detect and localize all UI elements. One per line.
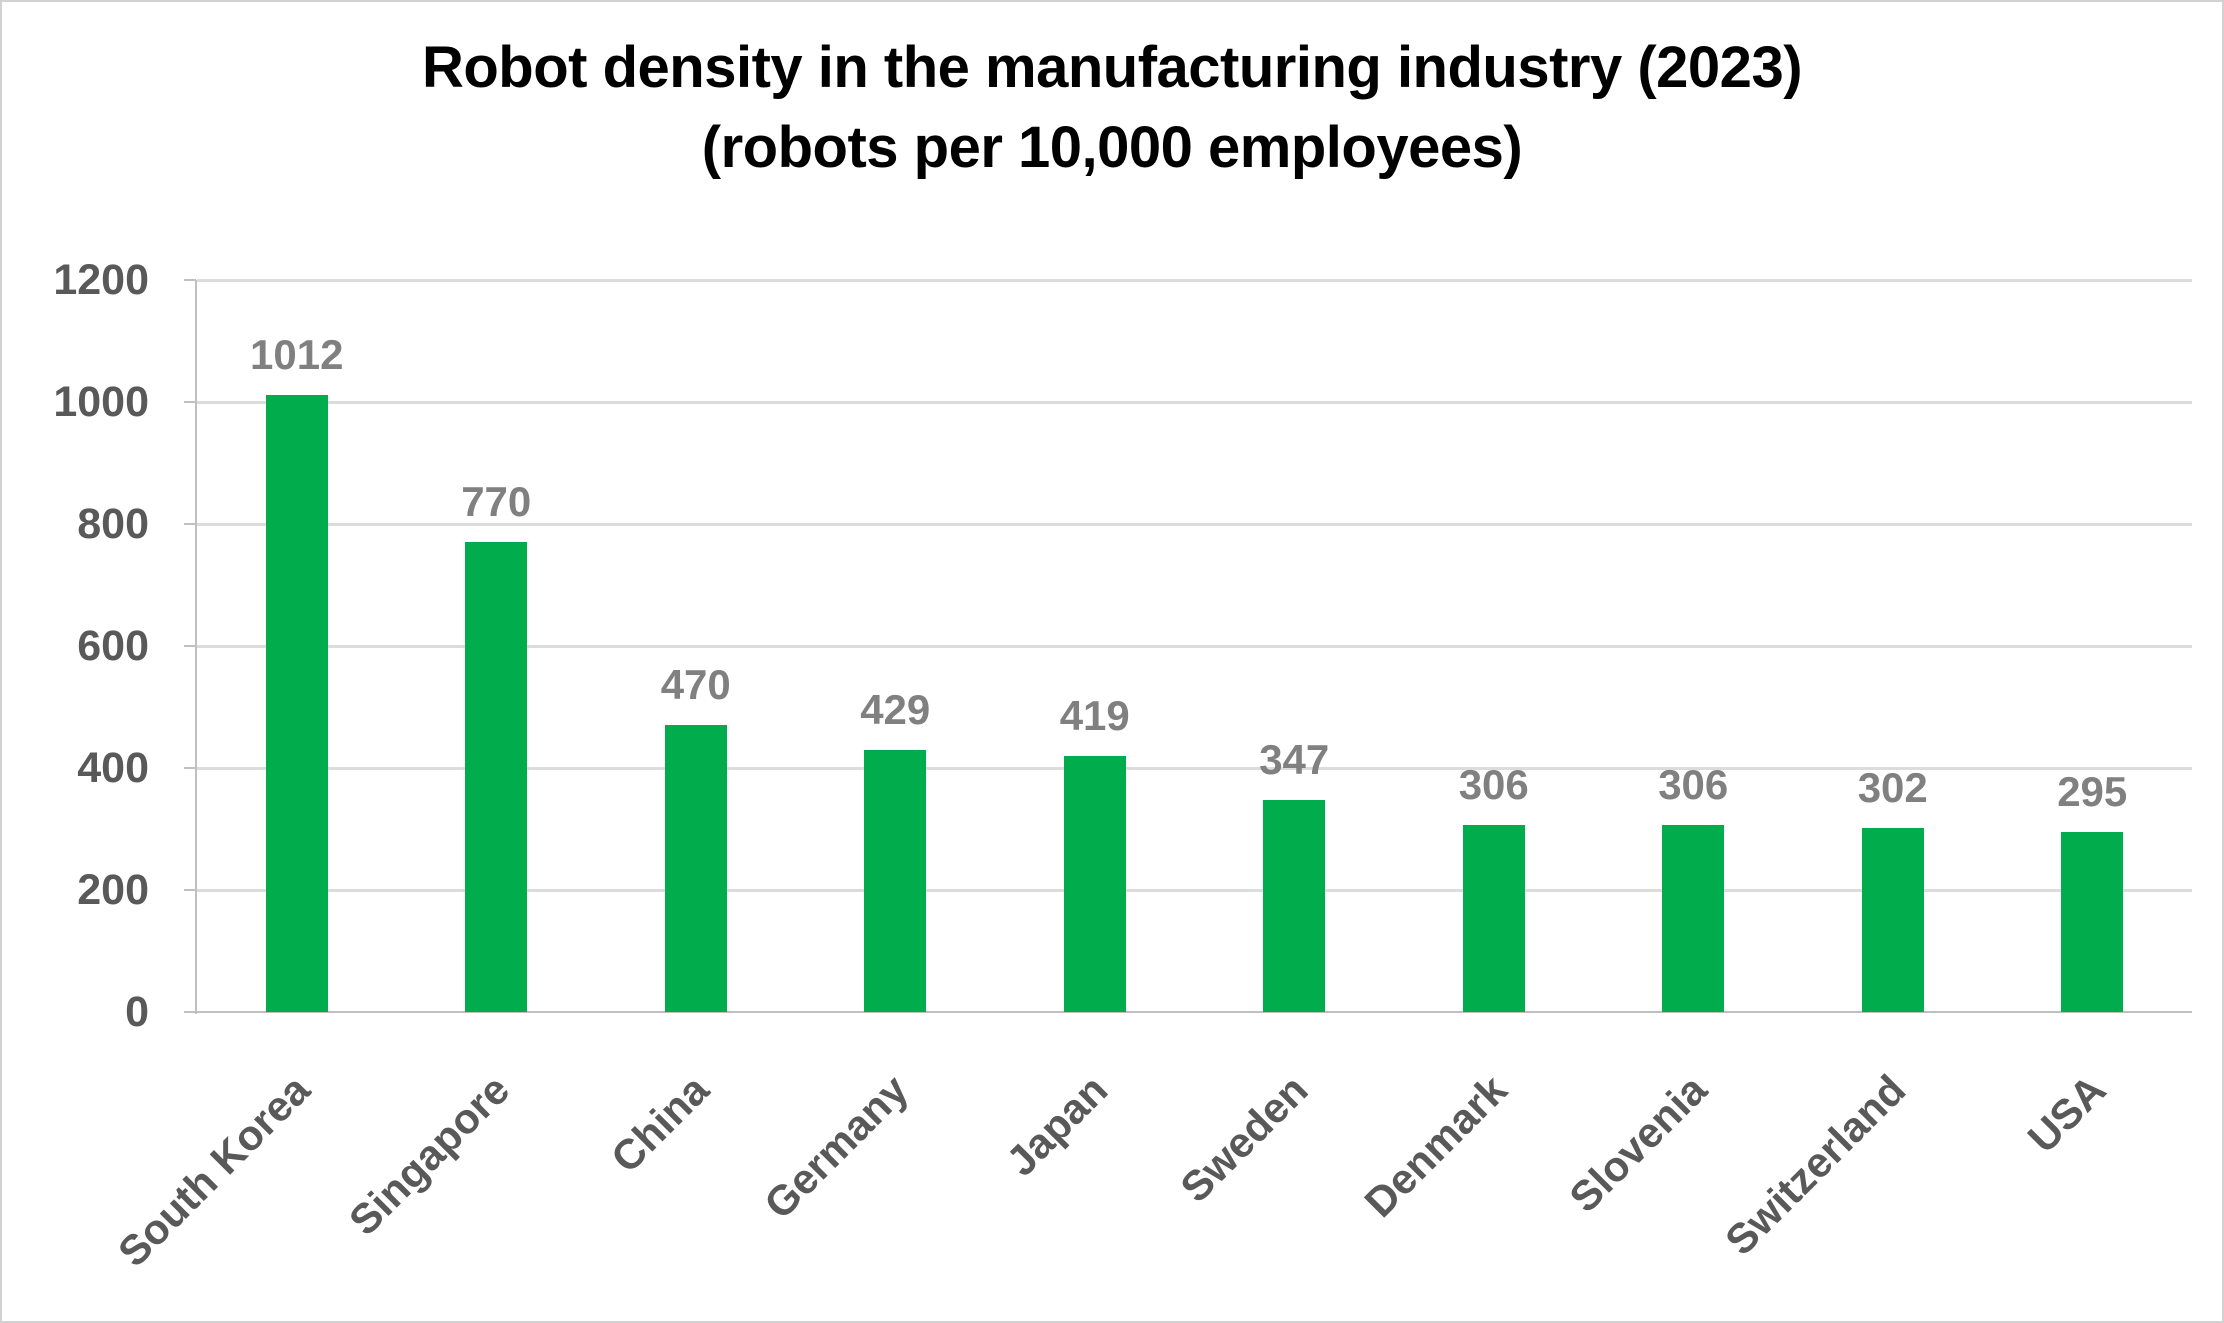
y-axis-tick-mark — [184, 279, 196, 281]
bar — [1662, 825, 1725, 1012]
bar-value-label: 470 — [660, 661, 731, 709]
gridline — [197, 279, 2192, 282]
y-axis-line — [195, 280, 197, 1014]
y-axis-tick-label: 1000 — [53, 378, 149, 426]
y-axis-tick-label: 600 — [77, 622, 149, 670]
x-axis-category-label: Japan — [997, 1065, 1117, 1185]
y-axis-tick-label: 0 — [125, 988, 149, 1036]
gridline — [197, 401, 2192, 404]
y-axis-tick-mark — [184, 1011, 196, 1013]
x-axis-category-label: Singapore — [339, 1065, 519, 1245]
bar — [1462, 825, 1525, 1012]
bar-value-label: 1012 — [250, 330, 344, 378]
gridline — [197, 523, 2192, 526]
x-axis-category-label: South Korea — [108, 1065, 319, 1276]
bar-value-label: 347 — [1259, 736, 1330, 784]
bar-value-label: 295 — [2057, 768, 2128, 816]
chart-title-line2: (robots per 10,000 employees) — [701, 115, 1523, 180]
bar — [265, 394, 328, 1012]
x-axis-category-label: USA — [2018, 1065, 2115, 1162]
y-axis-tick-label: 800 — [77, 500, 149, 548]
x-axis-line — [197, 1011, 2192, 1013]
bar-value-label: 419 — [1059, 692, 1130, 740]
bar-value-label: 306 — [1458, 761, 1529, 809]
y-axis-tick-label: 1200 — [53, 256, 149, 304]
bar — [2061, 832, 2124, 1012]
y-axis-tick-mark — [184, 645, 196, 647]
bar — [1263, 800, 1326, 1012]
y-axis-tick-label: 200 — [77, 866, 149, 914]
x-axis-category-label: Germany — [755, 1065, 918, 1228]
y-axis-tick-label: 400 — [77, 744, 149, 792]
chart-title-line1: Robot density in the manufacturing indus… — [421, 35, 1803, 100]
x-axis-category-label: China — [601, 1065, 718, 1182]
bar — [465, 542, 528, 1012]
y-axis-tick-mark — [184, 767, 196, 769]
y-axis-tick-mark — [184, 889, 196, 891]
x-axis-category-label: Denmark — [1355, 1065, 1516, 1227]
bar-value-label: 770 — [461, 478, 532, 526]
gridline — [197, 889, 2192, 892]
chart-title: Robot density in the manufacturing indus… — [2, 28, 2222, 188]
x-axis-category-label: Slovenia — [1559, 1065, 1716, 1222]
y-axis-tick-mark — [184, 401, 196, 403]
gridline — [197, 645, 2192, 648]
gridline — [197, 767, 2192, 770]
bar — [1861, 827, 1924, 1012]
bar — [1063, 756, 1126, 1012]
y-axis-tick-mark — [184, 523, 196, 525]
bar-value-label: 306 — [1658, 761, 1729, 809]
bar — [864, 750, 927, 1012]
bar-value-label: 429 — [860, 686, 931, 734]
bar — [664, 725, 727, 1012]
bar-value-label: 302 — [1857, 763, 1928, 811]
x-axis-category-label: Switzerland — [1716, 1065, 1915, 1264]
x-axis-category-label: Sweden — [1170, 1065, 1317, 1212]
